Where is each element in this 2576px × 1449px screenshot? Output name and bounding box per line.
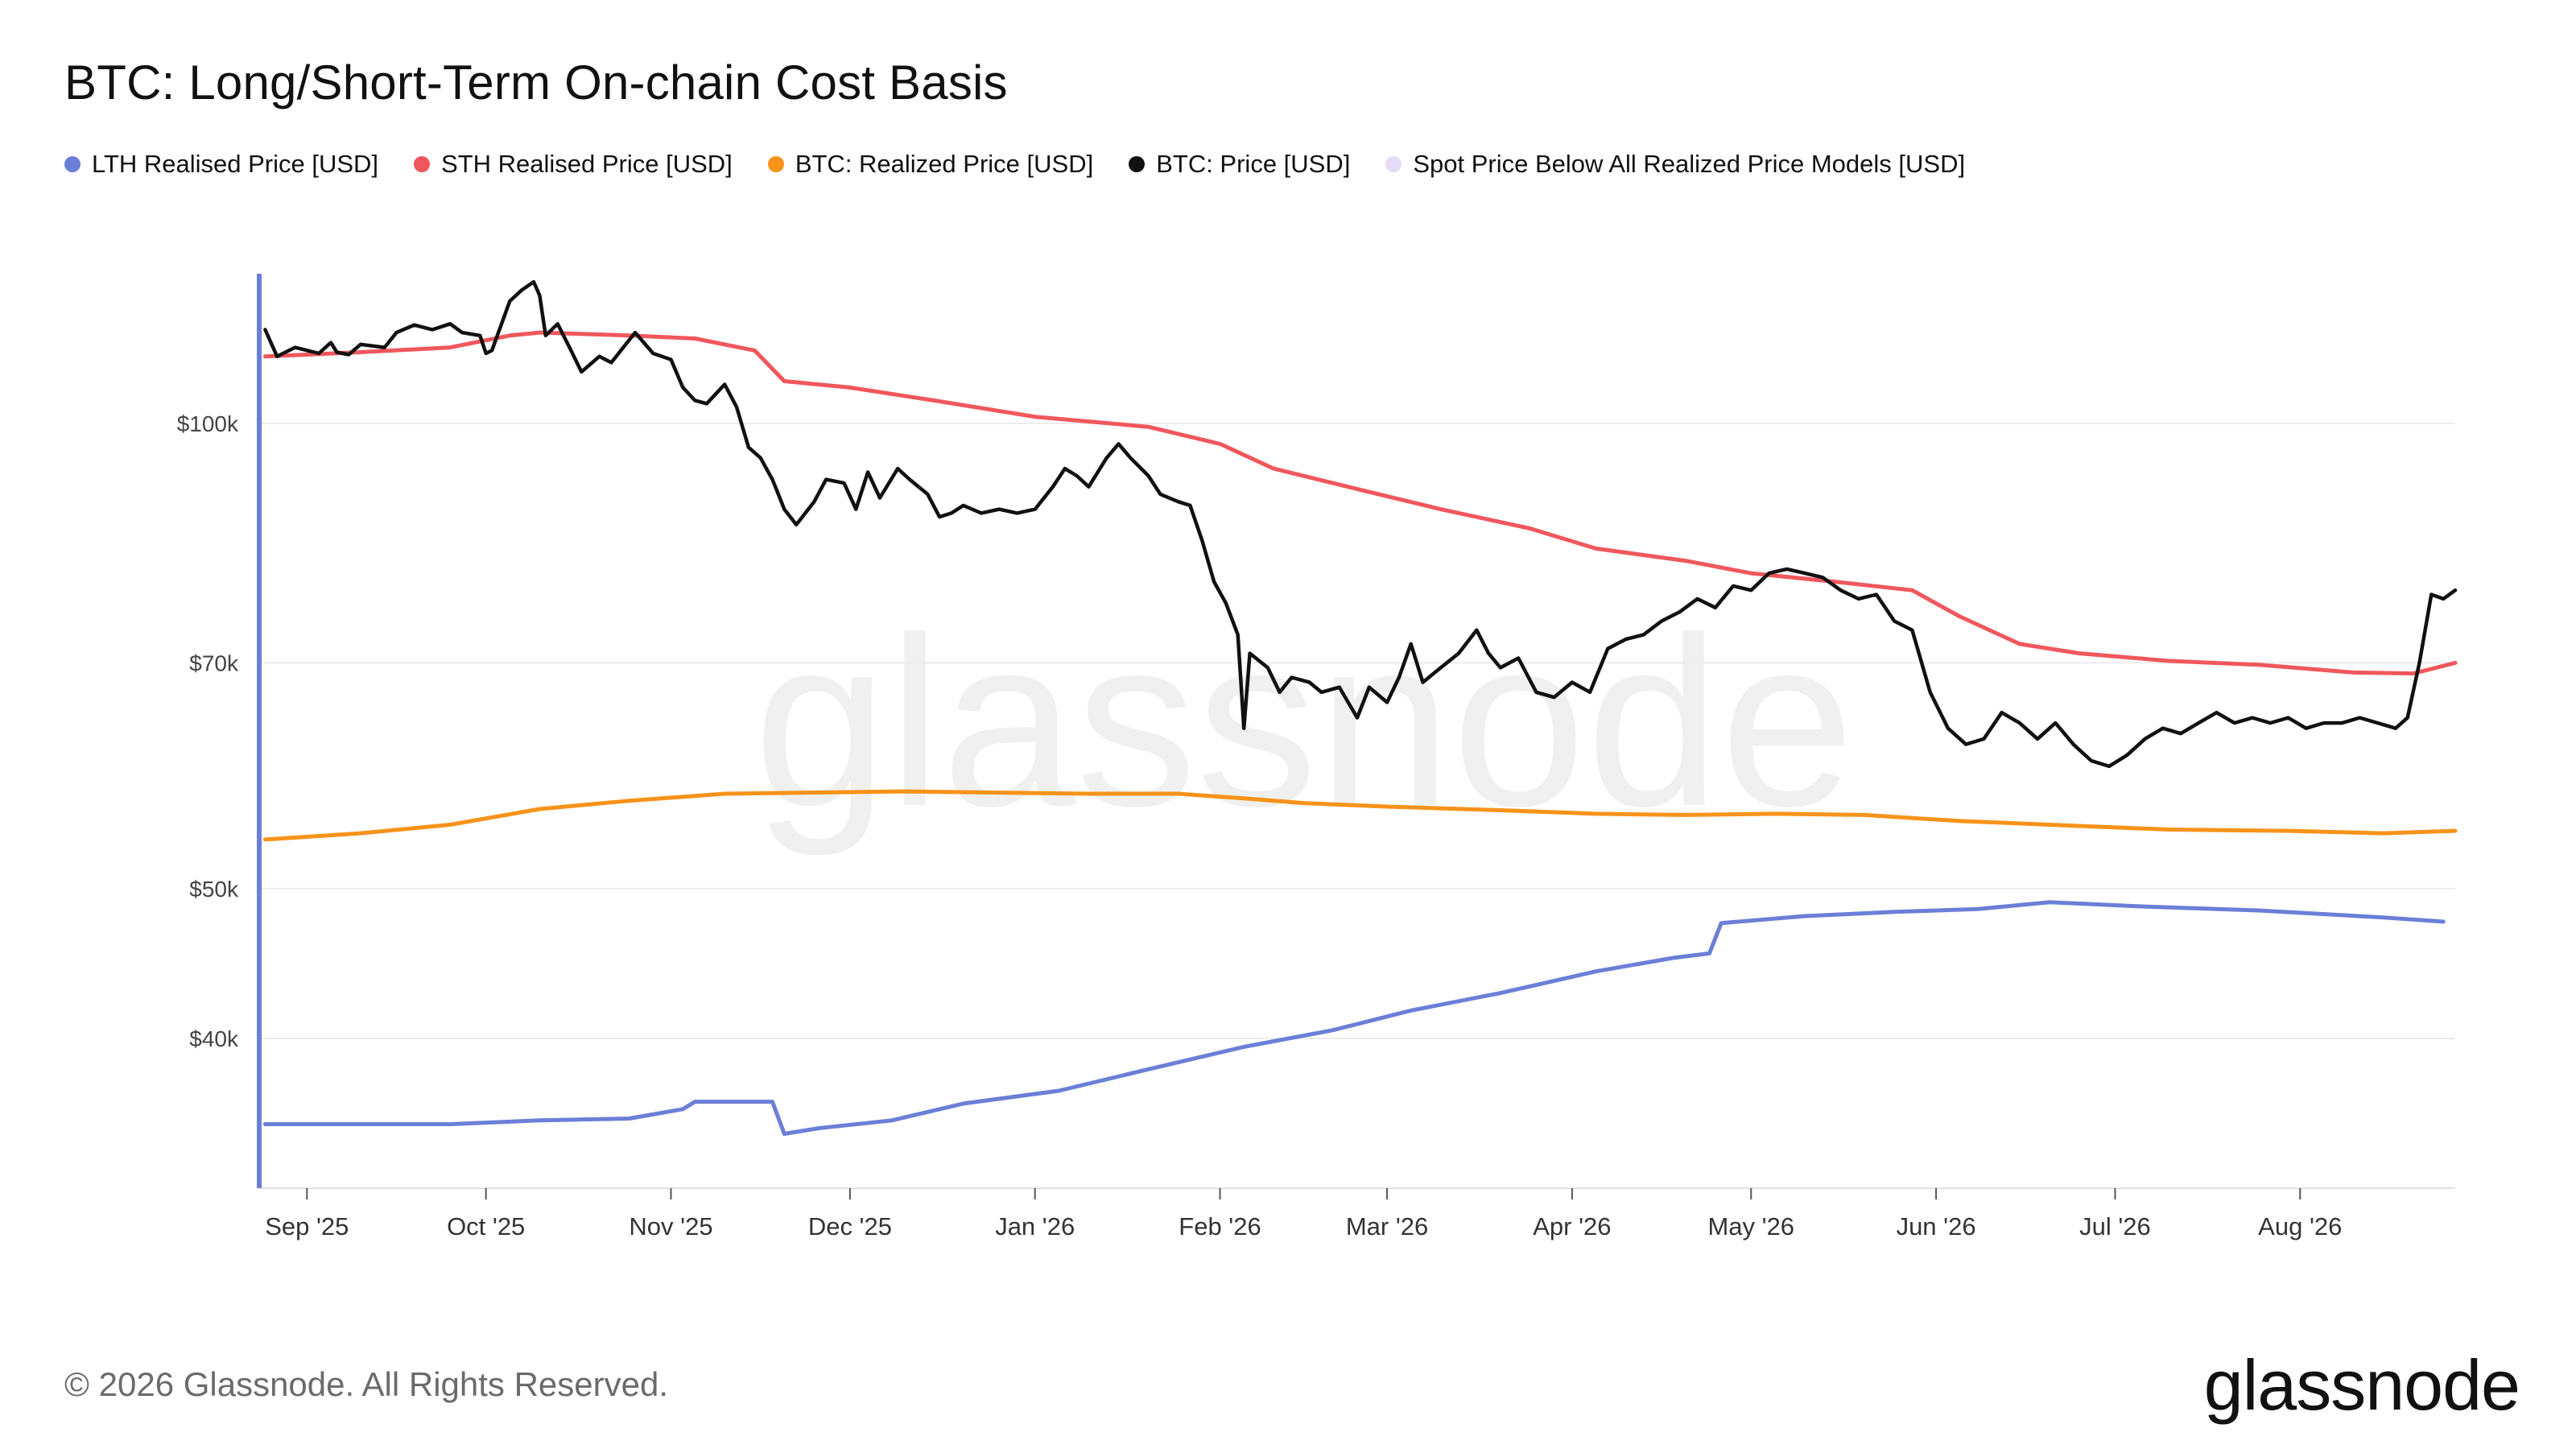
legend-dot-sth: [414, 156, 431, 172]
x-tick-label: Jun '26: [1897, 1212, 1976, 1241]
x-tick-label: Dec '25: [808, 1212, 892, 1241]
legend: LTH Realised Price [USD] STH Realised Pr…: [64, 150, 1965, 179]
chart-title: BTC: Long/Short-Term On-chain Cost Basis: [64, 56, 1008, 109]
legend-dot-spot-below: [1385, 156, 1402, 172]
copyright-text: © 2026 Glassnode. All Rights Reserved.: [64, 1365, 669, 1403]
legend-label-spot-below: Spot Price Below All Realized Price Mode…: [1413, 150, 1966, 178]
legend-item-sth[interactable]: STH Realised Price [USD]: [414, 150, 733, 179]
series-line-sth: [262, 330, 2458, 676]
legend-label-lth: LTH Realised Price [USD]: [92, 150, 379, 178]
x-tick-label: Feb '26: [1179, 1212, 1261, 1241]
legend-label-sth: STH Realised Price [USD]: [441, 150, 733, 178]
series-line-lth: [262, 900, 2446, 1136]
y-tick-label: $40k: [189, 1026, 239, 1051]
y-axis-ticks: $40k $50k $70k $100k: [177, 411, 239, 1051]
legend-dot-price: [1129, 156, 1146, 172]
x-tick-label: Oct '25: [447, 1212, 525, 1241]
legend-label-price: BTC: Price [USD]: [1156, 150, 1351, 178]
legend-item-lth[interactable]: LTH Realised Price [USD]: [64, 150, 378, 179]
legend-dot-realized: [767, 156, 784, 172]
watermark: glassnode: [753, 586, 1855, 858]
y-tick-label: $100k: [177, 411, 239, 436]
x-tick-label: Jan '26: [995, 1212, 1075, 1241]
x-axis-ticks: Sep '25 Oct '25 Nov '25 Dec '25 Jan '26 Feb '…: [265, 1188, 2342, 1241]
x-tick-label: Mar '26: [1346, 1212, 1428, 1241]
series-lines: [262, 279, 2458, 1136]
y-tick-label: $50k: [189, 877, 239, 902]
y-tick-label: $70k: [189, 650, 239, 675]
gridlines: [259, 423, 2455, 1189]
x-tick-label: Apr '26: [1533, 1212, 1611, 1241]
legend-item-realized[interactable]: BTC: Realized Price [USD]: [767, 150, 1094, 179]
x-tick-label: May '26: [1707, 1212, 1794, 1241]
legend-dot-lth: [64, 156, 80, 172]
series-line-realized: [262, 789, 2458, 842]
legend-label-realized: BTC: Realized Price [USD]: [795, 150, 1094, 178]
x-tick-label: Jul '26: [2079, 1212, 2151, 1241]
series-line-price: [263, 279, 2458, 769]
glassnode-logo: glassnode: [2203, 1345, 2520, 1425]
x-tick-label: Nov '25: [629, 1212, 712, 1241]
x-tick-label: Aug '26: [2258, 1212, 2342, 1241]
legend-item-price[interactable]: BTC: Price [USD]: [1129, 150, 1350, 179]
x-tick-label: Sep '25: [265, 1212, 349, 1241]
legend-item-spot-below[interactable]: Spot Price Below All Realized Price Mode…: [1385, 150, 1965, 179]
